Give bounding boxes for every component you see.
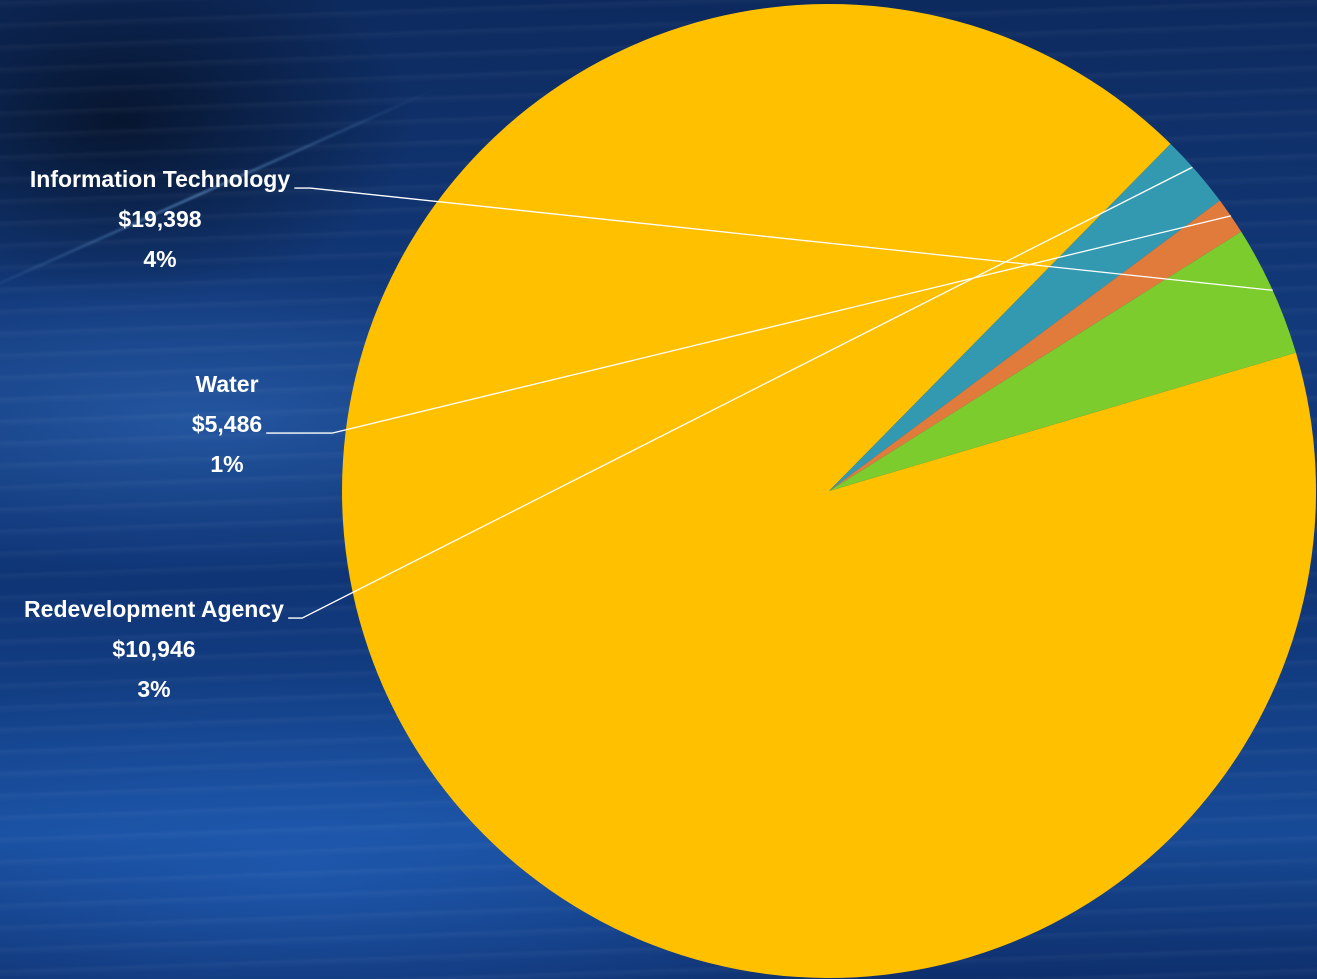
pie-slices: [342, 4, 1317, 979]
slice-percent: 1%: [210, 451, 243, 477]
slice-value: $19,398: [118, 206, 201, 232]
pie-slice-general-taxes-revenue: [342, 4, 1317, 979]
leader-line-water: [266, 215, 1231, 434]
leader-lines: [266, 166, 1273, 619]
slice-name: Redevelopment Agency: [24, 596, 284, 622]
slice-labels: General Taxes & Revenue $409,540 92% Redeve…: [24, 166, 1281, 702]
pie-slice-water: [829, 200, 1242, 492]
slice-percent: 92%: [1118, 535, 1164, 561]
slice-name: Information Technology: [30, 166, 290, 192]
leader-line-redevelopment-agency: [288, 166, 1193, 619]
slice-label-information-technology: Information Technology $19,398 4%: [30, 166, 290, 272]
slice-percent: 3%: [137, 676, 170, 702]
slice-label-water: Water $5,486 1%: [192, 371, 262, 477]
slice-name: General Taxes & Revenue: [1001, 455, 1282, 481]
slice-label-general-taxes-revenue: General Taxes & Revenue $409,540 92%: [1001, 455, 1282, 561]
pie-slice-information-technology: [829, 231, 1296, 491]
slice-value: $10,946: [112, 636, 195, 662]
pie-slice-redevelopment-agency: [829, 143, 1220, 491]
slice-percent: 4%: [143, 246, 176, 272]
slice-name: Water: [195, 371, 258, 397]
slice-value: $409,540: [1093, 495, 1189, 521]
leader-line-information-technology: [294, 187, 1273, 291]
slice-label-redevelopment-agency: Redevelopment Agency $10,946 3%: [24, 596, 284, 702]
slice-value: $5,486: [192, 411, 262, 437]
